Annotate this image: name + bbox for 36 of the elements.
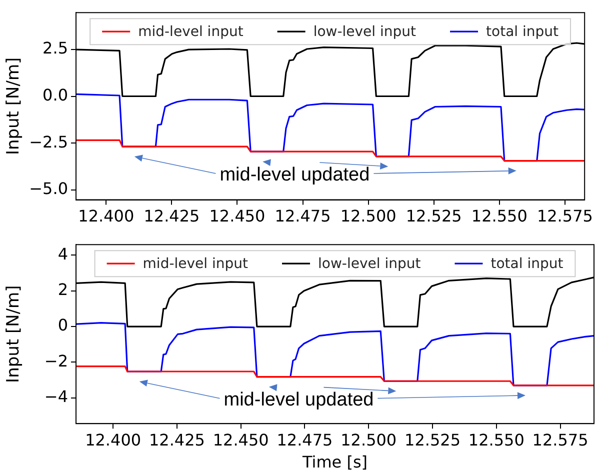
legend-label: low-level input (318, 256, 422, 272)
y-tick-label: 2 (58, 280, 68, 299)
x-tick-label: 12.575 (536, 206, 593, 226)
legend-label: total input (486, 24, 560, 40)
y-tick-label: 4 (58, 244, 68, 264)
y-tick-label: −2.5 (29, 132, 68, 152)
y-tick-label: 0.0 (42, 85, 68, 104)
x-tick-label: 12.525 (406, 206, 462, 226)
x-tick-label: 12.550 (471, 206, 528, 226)
x-tick-label: 12.475 (274, 206, 331, 226)
x-tick-label: 12.525 (404, 430, 460, 450)
y-tick-label: −2 (44, 351, 68, 370)
y-tick-label: −4 (44, 387, 68, 406)
y-tick-label: 2.5 (42, 38, 68, 58)
x-axis-title: Time [s] (301, 452, 368, 472)
legend-label: mid-level input (138, 24, 244, 40)
x-tick-label: 12.575 (532, 430, 588, 450)
legend-label: total input (490, 256, 564, 272)
x-tick-label: 12.425 (148, 430, 205, 450)
legend-label: mid-level input (142, 256, 249, 272)
x-tick-label: 12.500 (340, 430, 397, 450)
annotation: mid-level updated (224, 390, 374, 411)
annotation: mid-level updated (220, 164, 370, 186)
y-axis-title: Input [N/m] (4, 57, 24, 156)
x-tick-label: 12.450 (209, 206, 266, 226)
y-tick-label: −5.0 (29, 179, 68, 198)
x-tick-label: 12.450 (212, 430, 269, 450)
x-tick-label: 12.500 (340, 206, 396, 226)
legend-label: low-level input (313, 24, 417, 40)
x-tick-label: 12.475 (276, 430, 333, 450)
y-tick-label: 0 (58, 316, 68, 335)
x-tick-label: 12.400 (78, 206, 134, 226)
x-tick-label: 12.425 (144, 206, 200, 226)
x-tick-label: 12.550 (468, 430, 524, 450)
x-tick-label: 12.400 (85, 430, 142, 450)
y-axis-title: Input [N/m] (4, 285, 24, 383)
